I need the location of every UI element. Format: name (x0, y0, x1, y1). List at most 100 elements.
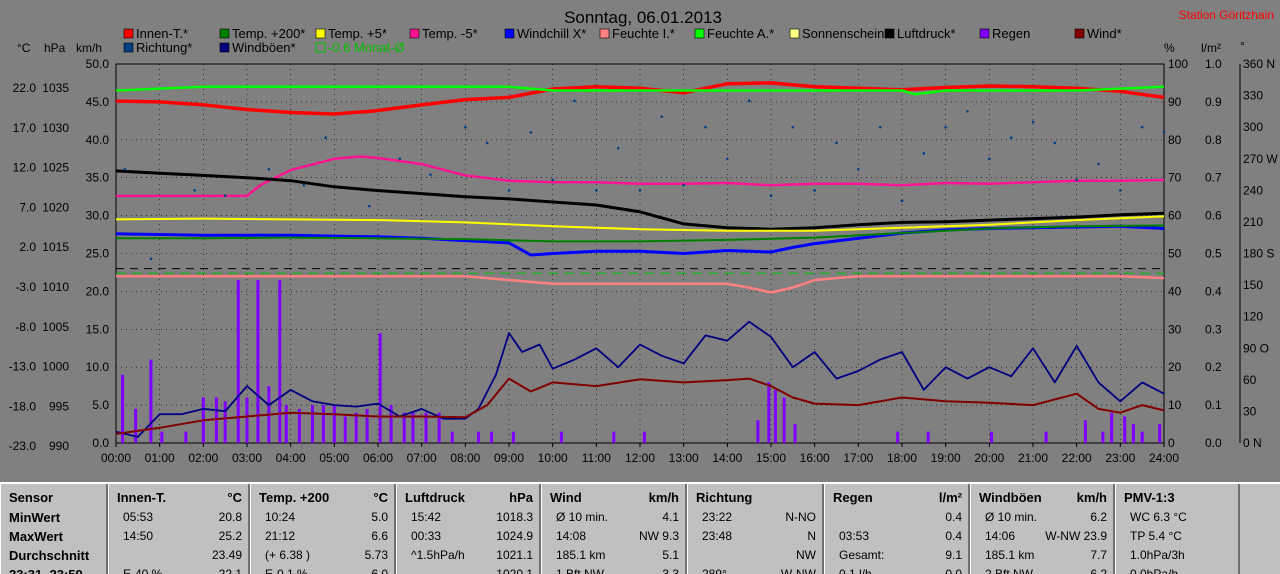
direction-point (682, 183, 685, 187)
stats-column: Richtung 23:22 N-NO 23:48 N NW 289° W-NW (687, 484, 824, 574)
rain-bar (411, 412, 415, 443)
stats-sensor-column: Sensor MinWert MaxWert Durchschnitt 23:3… (0, 484, 108, 574)
direction-point (704, 125, 707, 129)
legend-item: Temp. +200* (219, 26, 305, 41)
stats-cell-label: E-0.1 % (265, 567, 308, 574)
direction-point (726, 157, 729, 161)
axes: 00:00 01:00 02:00 03:00 04:00 05:00 06:00 07:00… (9, 57, 1279, 465)
station-name: Station Göritzhain (1179, 8, 1274, 22)
series-line (115, 215, 1165, 232)
percent-tick-label: 70 (1168, 171, 1182, 185)
stats-row: 15:42 1018.3 (405, 508, 533, 527)
stats-row: 0.4 (833, 508, 962, 527)
direction-point (507, 189, 511, 192)
stats-column: Temp. +200 °C 10:24 5.0 21:12 6.6 (+ 6.38 ) 5.7… (250, 484, 396, 574)
stats-cell-value: 0.4 (945, 529, 962, 543)
stats-cell-value: 5.0 (371, 510, 388, 524)
percent-tick-label: 40 (1168, 284, 1182, 298)
direction-point (193, 189, 196, 192)
rain-bar (1123, 416, 1127, 443)
legend-label: Richtung* (136, 40, 192, 55)
stats-cell-label: 14:06 (985, 529, 1016, 543)
stats-cell-value: NW (796, 548, 816, 562)
chart-title: Sonntag, 06.01.2013 (564, 8, 722, 27)
rain-bar (160, 431, 164, 443)
stats-cell-label: ^1.5hPa/h (411, 548, 465, 562)
rain-bar (1101, 431, 1105, 443)
direction-point (223, 194, 227, 197)
rain-bar (1158, 424, 1162, 443)
stats-cell-label: 21:12 (265, 529, 296, 543)
direction-point (573, 99, 576, 103)
direction-point (267, 167, 271, 171)
direction-tick-label: 30 (1243, 404, 1257, 418)
direction-point (791, 125, 795, 129)
direction-point (616, 146, 620, 150)
stats-cell-label: 14:08 (556, 529, 587, 543)
rain-bar (793, 424, 797, 443)
stats-row-label: 23:31–23:59 (9, 565, 100, 574)
legend-item: Luftdruck* (884, 26, 956, 41)
stats-cell-value: NW 9.3 (638, 529, 679, 543)
x-tick-label: 20:00 (974, 451, 1004, 465)
stats-cell-value: 6.2 (1090, 567, 1107, 574)
legend-item: Feuchte A.* (694, 26, 774, 41)
rain-bar (378, 333, 382, 443)
celsius-tick-label: 2.0 (19, 240, 36, 254)
celsius-tick-label: -3.0 (15, 280, 36, 294)
stats-cell-label (696, 546, 702, 565)
stats-row: ^1.5hPa/h 1021.1 (405, 546, 533, 565)
x-tick-label: 12:00 (625, 451, 655, 465)
rain-tick-label: 0.2 (1205, 360, 1222, 374)
direction-point (813, 189, 816, 192)
legend-label: -0.6 Monat-Ø (328, 40, 405, 55)
celsius-tick-label: 12.0 (13, 161, 37, 175)
stats-cell-value: 5.1 (662, 548, 679, 562)
legend-label: Windböen* (232, 40, 296, 55)
stats-row: 00:33 1024.9 (405, 527, 533, 546)
percent-tick-label: 50 (1168, 247, 1182, 261)
stats-column-unit: km/h (1076, 490, 1107, 505)
percent-tick-label: 0 (1168, 436, 1175, 450)
direction-point (922, 152, 926, 155)
rain-bar (149, 359, 153, 443)
stats-row: 14:08 NW 9.3 (550, 527, 679, 546)
stats-cell-value: 6.2 (1090, 510, 1107, 524)
direction-point (398, 157, 402, 161)
rain-bar (278, 280, 282, 443)
legend-item: -0.6 Monat-Ø (315, 40, 405, 55)
rain-bar (223, 401, 227, 443)
rain-bar (990, 431, 994, 443)
stats-column-title: Temp. +200 (259, 490, 330, 505)
x-tick-label: 10:00 (538, 451, 568, 465)
x-tick-label: 09:00 (494, 451, 524, 465)
stats-row: 2 Bft NW 6.2 (979, 565, 1107, 574)
direction-point (1097, 162, 1100, 166)
kmh-tick-label: 10.0 (86, 360, 110, 374)
stats-row: 0.0hPa/h (1124, 565, 1232, 574)
percent-tick-label: 10 (1168, 398, 1182, 412)
legend-item: Sonnenschein (789, 26, 884, 41)
stats-cell-label: 23:22 (702, 510, 733, 524)
rain-bar (402, 412, 406, 443)
stats-row: 1 Bft NW 3.3 (550, 565, 679, 574)
stats-column-title: Luftdruck (405, 490, 465, 505)
stats-row: TP 5.4 °C (1124, 527, 1232, 546)
percent-tick-label: 20 (1168, 360, 1182, 374)
stats-row-label: MinWert (9, 508, 100, 527)
legend-item: Innen-T.* (123, 26, 188, 41)
stats-row: 21:12 6.6 (259, 527, 388, 546)
direction-point (123, 167, 127, 171)
legend-swatch (123, 42, 134, 53)
direction-point (747, 99, 751, 103)
celsius-tick-label: 22.0 (13, 81, 37, 95)
rain-bar (256, 280, 260, 443)
stats-column-header: Windböen km/h (979, 490, 1107, 505)
stats-header: Sensor (9, 490, 100, 505)
rain-tick-label: 0.6 (1205, 209, 1222, 223)
stats-cell-value: 5.73 (364, 548, 388, 562)
stats-cell-label: 0.0hPa/h (1130, 567, 1179, 574)
kmh-tick-label: 0.0 (92, 436, 109, 450)
direction-point (944, 125, 947, 129)
rain-bar (321, 405, 325, 443)
